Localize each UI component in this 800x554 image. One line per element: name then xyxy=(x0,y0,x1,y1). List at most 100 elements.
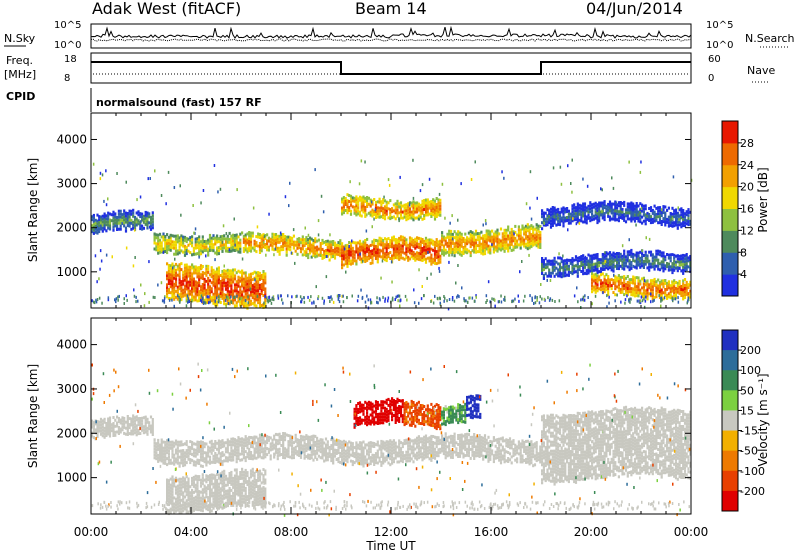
power-cell xyxy=(235,245,238,249)
power-cell xyxy=(103,221,106,225)
power-cell xyxy=(582,214,585,218)
velocity-cell xyxy=(94,422,97,426)
velocity-cell xyxy=(230,458,233,462)
power-cell xyxy=(646,297,649,301)
power-cell xyxy=(232,301,235,305)
power-cell xyxy=(339,248,342,252)
power-cell xyxy=(582,254,585,258)
velocity-cell xyxy=(303,441,306,445)
velocity-cell xyxy=(312,440,315,444)
power-cell xyxy=(412,256,415,260)
power-cell xyxy=(523,229,526,233)
power-cell xyxy=(416,201,419,205)
power-cell xyxy=(658,212,662,216)
power-cell xyxy=(660,282,663,286)
power-cell xyxy=(224,240,228,244)
power-speckle xyxy=(200,201,202,205)
power-cell xyxy=(394,205,397,209)
power-cell xyxy=(103,224,106,228)
power-cell xyxy=(205,267,208,271)
power-cell xyxy=(253,285,256,289)
velocity-cell xyxy=(305,443,308,447)
power-speckle xyxy=(632,264,635,268)
velocity-cell xyxy=(257,452,260,456)
power-cell xyxy=(555,214,558,218)
power-cell xyxy=(346,261,349,265)
power-cell xyxy=(103,227,106,231)
power-cell xyxy=(448,247,451,251)
velocity-cell xyxy=(299,440,303,444)
power-cell xyxy=(580,204,583,208)
power-cell xyxy=(519,234,522,238)
power-speckle xyxy=(256,225,259,229)
power-cell xyxy=(669,268,672,272)
velocity-cell xyxy=(119,430,122,434)
power-near-range-cell xyxy=(531,296,533,300)
power-cell xyxy=(201,250,204,254)
power-cell xyxy=(207,291,210,295)
velocity-cell xyxy=(135,418,138,422)
power-cell xyxy=(196,240,199,244)
power-cell xyxy=(601,262,604,265)
power-cell xyxy=(260,289,263,292)
power-cell xyxy=(244,236,247,240)
power-cell xyxy=(387,252,390,256)
power-cell xyxy=(442,238,445,242)
power-cell xyxy=(396,244,399,248)
power-cell xyxy=(180,286,183,290)
velocity-cell xyxy=(324,449,328,453)
power-cell xyxy=(405,241,408,245)
power-cell xyxy=(464,244,467,248)
power-cell xyxy=(401,210,404,214)
power-cell xyxy=(130,209,133,213)
velocity-cell xyxy=(317,448,320,452)
power-cell xyxy=(648,262,651,266)
power-cell xyxy=(316,254,319,258)
power-cell xyxy=(576,214,579,218)
power-cell xyxy=(591,287,594,291)
power-cell xyxy=(192,271,195,275)
velocity-cell xyxy=(333,451,337,455)
velocity-cell xyxy=(194,460,197,464)
velocity-cell xyxy=(303,447,306,451)
velocity-cell xyxy=(192,460,195,464)
power-near-range-cell xyxy=(317,297,319,301)
power-cell xyxy=(382,207,385,211)
velocity-cell xyxy=(246,455,249,459)
power-cell xyxy=(492,244,495,248)
power-cell xyxy=(405,256,408,260)
power-cell xyxy=(673,268,676,272)
power-cell xyxy=(628,287,631,291)
power-cell xyxy=(582,220,585,224)
power-cell xyxy=(235,301,238,305)
velocity-cell xyxy=(223,453,226,457)
power-cell xyxy=(535,235,538,239)
power-speckle xyxy=(602,291,604,295)
power-cell xyxy=(366,199,369,202)
velocity-cell xyxy=(171,455,174,459)
power-speckle xyxy=(453,299,456,303)
power-cell xyxy=(207,253,210,257)
power-cell xyxy=(428,247,431,251)
power-cell xyxy=(285,253,288,257)
power-cell xyxy=(605,288,608,292)
power-cell xyxy=(166,242,169,246)
power-near-range-cell xyxy=(644,299,647,303)
velocity-cell xyxy=(314,434,317,438)
power-cell xyxy=(487,232,490,236)
power-cell xyxy=(603,290,606,294)
power-cell xyxy=(107,223,110,227)
power-cell xyxy=(680,285,683,288)
power-cell xyxy=(669,287,672,291)
power-cell xyxy=(649,218,653,222)
power-cell xyxy=(660,223,663,226)
power-cell xyxy=(344,200,347,203)
power-cell xyxy=(637,276,640,280)
power-cell xyxy=(503,240,506,244)
power-cell xyxy=(580,261,583,264)
velocity-cell xyxy=(249,442,253,445)
power-cell xyxy=(333,256,337,260)
power-cell xyxy=(482,243,485,247)
power-cell xyxy=(355,262,358,266)
power-near-range-cell xyxy=(191,298,193,302)
